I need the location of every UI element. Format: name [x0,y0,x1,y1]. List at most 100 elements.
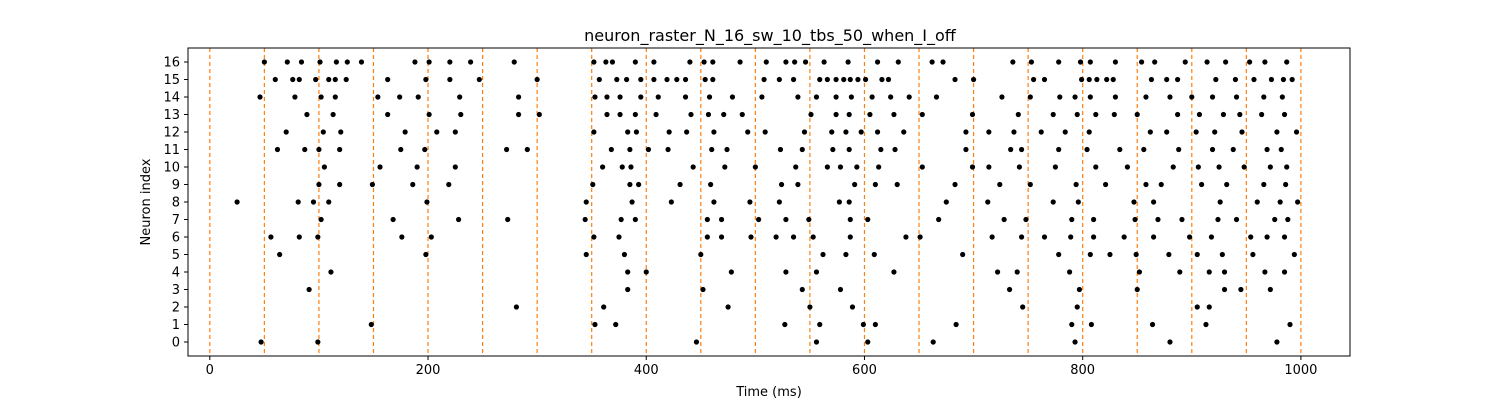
spike-point [847,234,853,240]
spike-point [1016,164,1023,170]
spike-point [1233,216,1240,223]
spike-point [682,94,689,100]
spike-point [783,216,789,223]
spike-point [1057,94,1063,100]
spike-point [627,146,633,153]
spike-point [511,59,517,65]
spike-point [1147,129,1153,135]
spike-point [1167,94,1173,100]
spike-point [302,146,308,153]
spike-point [906,94,912,100]
spike-point [936,216,942,223]
spike-point [1209,94,1216,100]
spike-point [813,94,820,100]
spike-point [969,111,976,118]
spike-point [621,251,628,258]
spike-point [994,269,1001,275]
spike-point [638,76,644,83]
spike-point [1074,111,1080,118]
spike-point [536,111,542,118]
spike-point [645,146,652,153]
spike-point [1177,269,1183,275]
spike-point [1151,199,1157,205]
spike-point [1217,199,1223,205]
spike-point [261,59,267,65]
spike-point [257,94,263,100]
spike-point [1194,251,1200,258]
x-tick-label: 800 [1070,363,1095,378]
spike-point [1149,321,1156,328]
spike-point [762,129,768,135]
spike-point [963,129,969,135]
spike-point [799,146,805,153]
spike-point [759,94,765,100]
spike-point [895,59,901,65]
spike-point [590,181,596,188]
spike-point [603,59,609,65]
spike-point [799,286,805,293]
spike-point [1011,129,1017,135]
spike-point [872,321,878,328]
spike-point [725,304,731,310]
spike-point [1062,129,1068,135]
spike-point [807,304,813,310]
spike-point [999,94,1005,100]
spike-point [632,216,638,223]
spike-point [929,59,935,65]
spike-point [1182,59,1188,65]
spike-point [591,234,597,240]
spike-point [318,216,324,223]
spike-point [1267,164,1273,170]
spike-point [722,164,728,170]
chart-title: neuron_raster_N_16_sw_10_tbs_50_when_I_o… [584,26,957,46]
spike-point [625,269,631,275]
spike-point [332,76,338,83]
spike-point [316,181,322,188]
spike-point [1090,216,1097,223]
spike-point [1264,146,1270,153]
y-tick-label: 15 [163,73,180,88]
spike-point [1111,111,1117,118]
spike-point [933,94,940,100]
spike-point [628,164,634,170]
spike-point [847,76,853,83]
spike-point [879,76,885,83]
spike-point [1052,164,1059,170]
spike-point [1295,199,1301,205]
spike-point [986,164,992,170]
spike-point [1261,181,1267,188]
spike-point [369,181,375,188]
spike-point [903,234,909,240]
spike-point [1164,129,1170,135]
spike-point [476,76,482,83]
spike-point [337,181,343,188]
spike-point [891,269,897,275]
spike-point [862,76,869,83]
spike-point [318,94,324,100]
spike-point [604,111,610,118]
spike-point [653,111,659,118]
spike-point [892,146,898,153]
y-tick-label: 6 [172,231,180,246]
spike-point [1251,76,1257,83]
spike-point [1287,321,1293,328]
spike-point [783,269,789,275]
spike-point [1038,129,1044,135]
spike-point [960,251,966,258]
spike-point [665,146,671,153]
spike-point [368,321,374,328]
spike-point [871,251,877,258]
spike-point [677,181,683,188]
spike-point [854,164,860,170]
spike-point [997,181,1003,188]
spike-point [1280,76,1287,83]
spike-point [777,146,784,153]
spike-point [701,59,707,65]
spike-point [824,76,830,83]
spike-point [874,129,881,135]
spike-point [1195,164,1201,170]
spike-point [773,234,779,240]
spike-point [795,94,801,100]
spike-point [1133,251,1139,258]
spike-point [687,59,693,65]
